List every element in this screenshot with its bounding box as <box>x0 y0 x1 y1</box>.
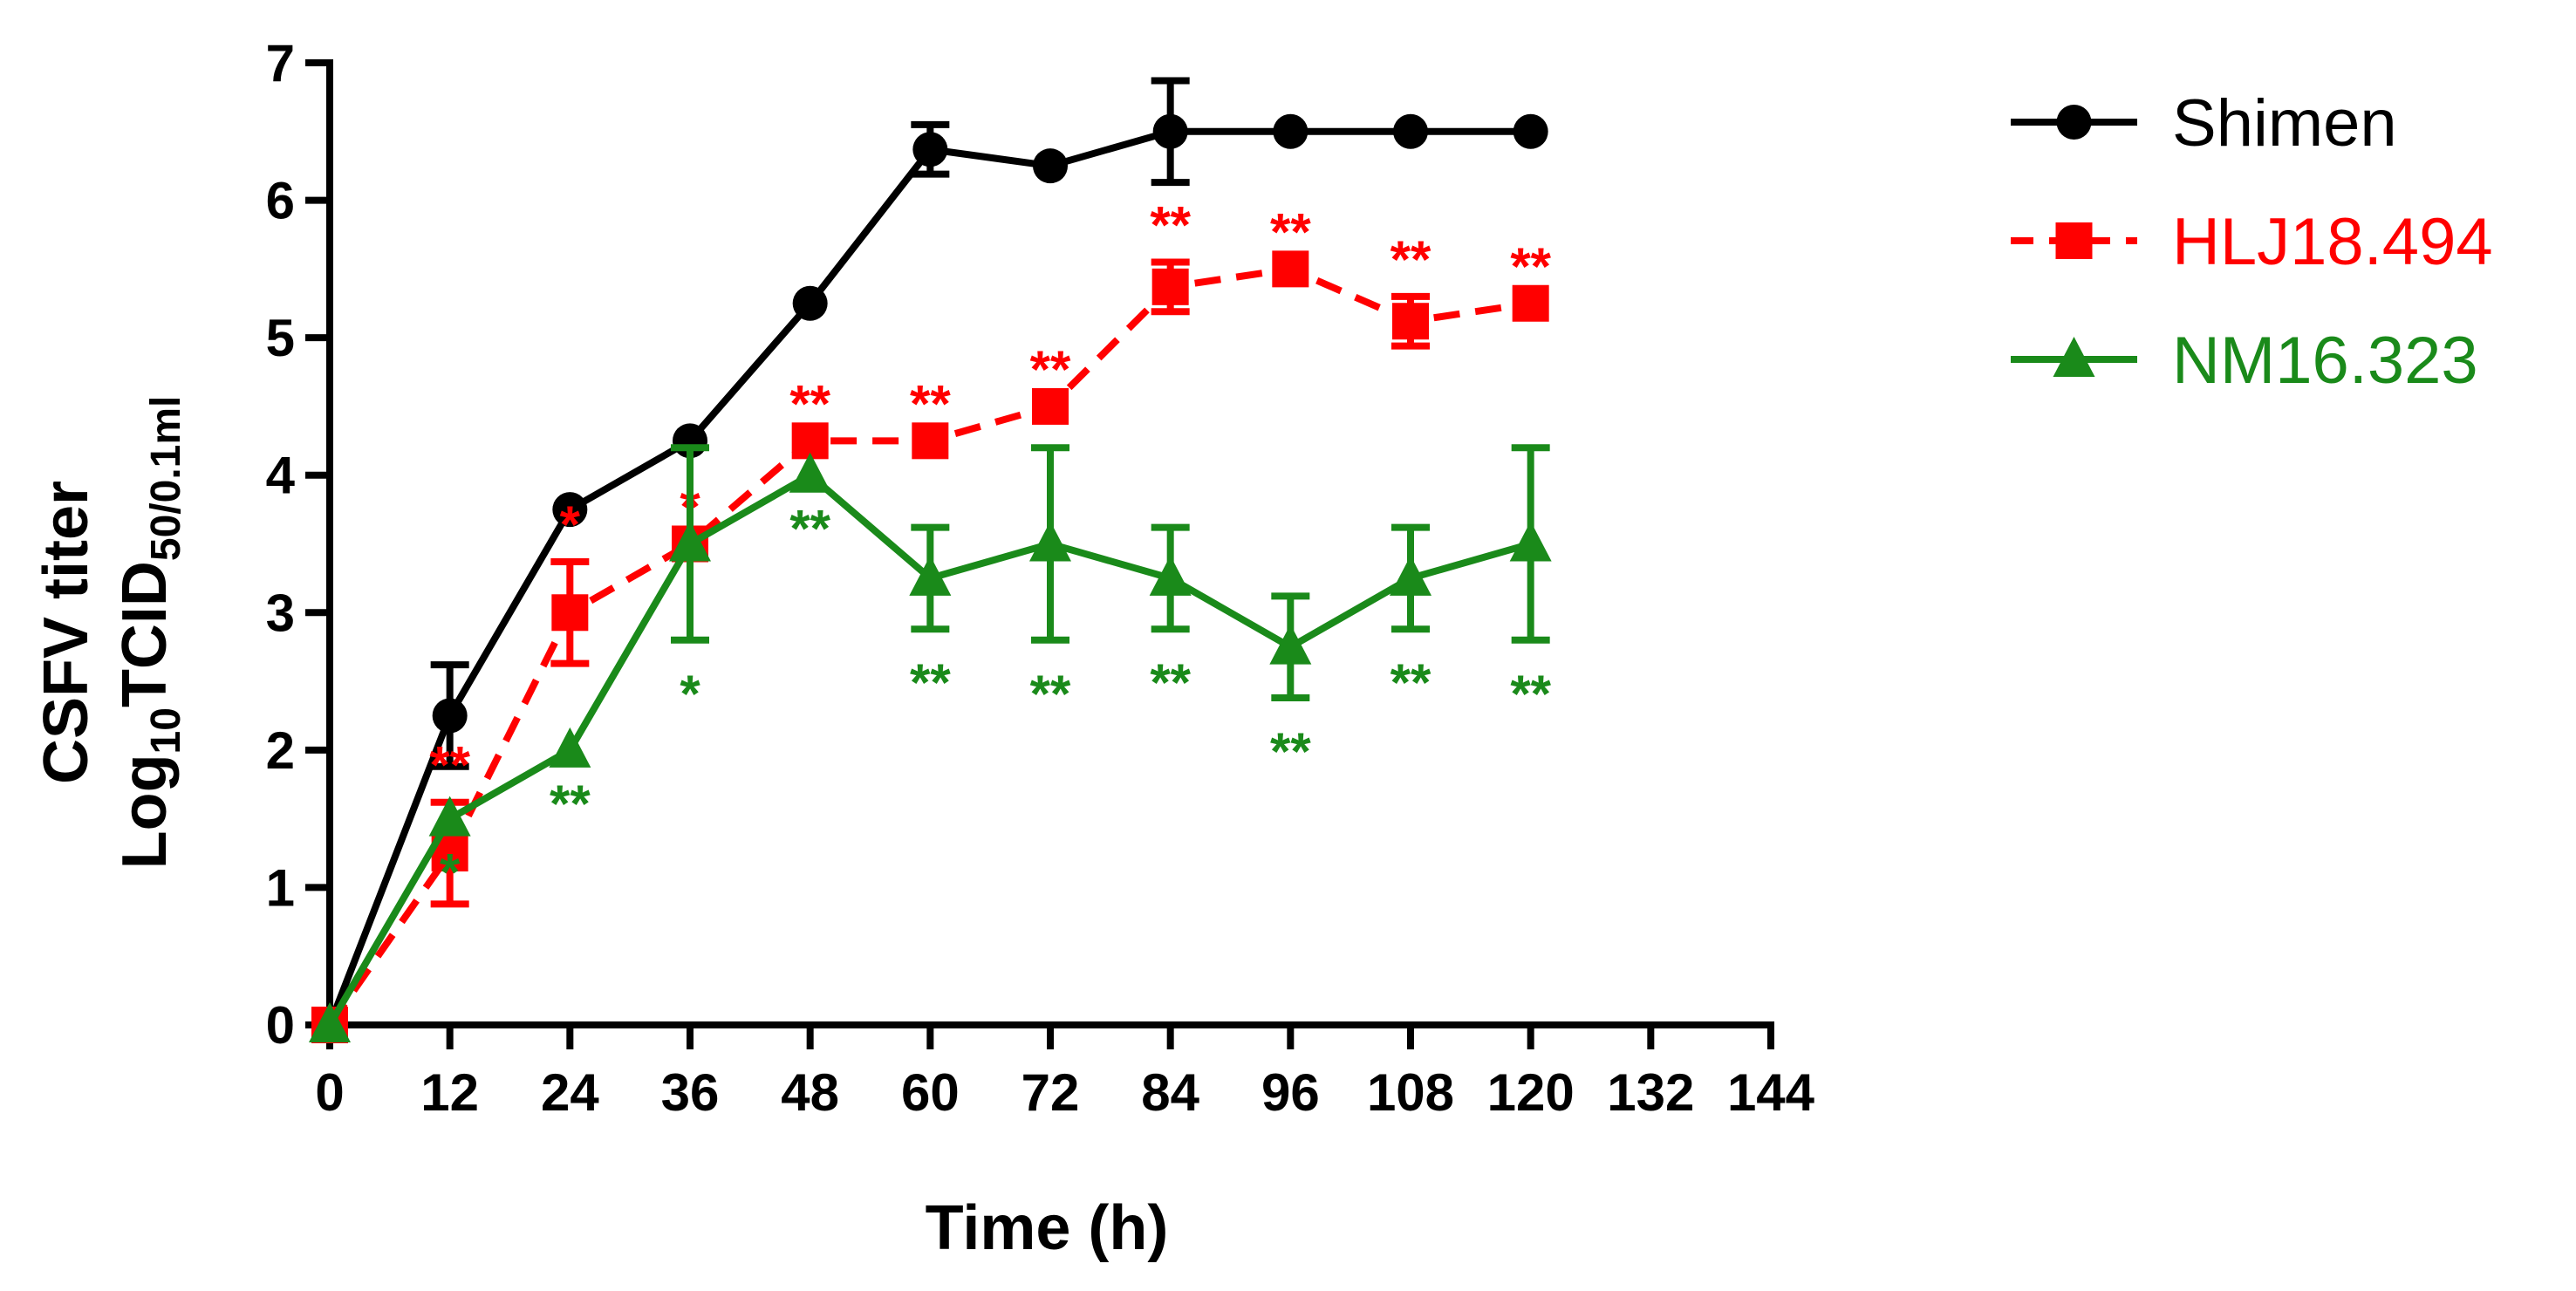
legend-marker-nm16-323 <box>2053 337 2095 377</box>
significance-label-nm16-323: ** <box>1030 665 1071 723</box>
data-point-nm16-323 <box>909 555 952 596</box>
y-axis-title-line1: CSFV titer <box>31 481 101 784</box>
data-point-hlj18-494 <box>1151 268 1189 305</box>
x-tick-label: 24 <box>541 1063 599 1122</box>
y-tick-label: 4 <box>266 447 296 505</box>
data-point-hlj18-494 <box>1032 387 1069 425</box>
x-tick-label: 0 <box>315 1063 344 1122</box>
data-point-hlj18-494 <box>912 422 949 460</box>
x-tick-label: 60 <box>901 1063 960 1122</box>
legend: Shimen HLJ18.494 NM16.323 <box>2011 86 2493 398</box>
y-tick-label: 7 <box>266 34 295 92</box>
legend-marker-shimen <box>2056 105 2092 140</box>
y-axis-title-sub1: 10 <box>143 707 189 754</box>
x-tick-label: 48 <box>781 1063 839 1122</box>
x-tick-label: 72 <box>1022 1063 1080 1122</box>
y-axis-title-log: Log <box>110 754 180 869</box>
data-point-shimen <box>1033 148 1068 184</box>
x-tick-label: 36 <box>661 1063 720 1122</box>
significance-label-hlj18-494: ** <box>1030 340 1071 399</box>
significance-label-hlj18-494: * <box>560 495 581 554</box>
significance-label-nm16-323: ** <box>910 653 951 712</box>
y-axis-title: CSFV titer Log10TCID50/0.1ml <box>31 396 189 870</box>
x-tick-label: 12 <box>420 1063 479 1122</box>
data-point-hlj18-494 <box>551 594 589 632</box>
data-point-nm16-323 <box>1029 521 1071 562</box>
data-point-nm16-323 <box>428 796 471 837</box>
legend-entry-shimen: Shimen <box>2011 86 2397 161</box>
data-point-nm16-323 <box>1390 555 1431 596</box>
x-tick-label: 96 <box>1261 1063 1320 1122</box>
data-point-nm16-323 <box>1149 555 1192 596</box>
data-point-shimen <box>792 285 828 321</box>
significance-label-nm16-323: ** <box>1150 653 1191 712</box>
significance-label-hlj18-494: ** <box>1390 230 1431 289</box>
data-point-shimen <box>1273 113 1308 149</box>
data-point-shimen <box>432 698 468 734</box>
data-point-shimen <box>912 132 948 167</box>
data-point-hlj18-494 <box>1512 284 1549 322</box>
data-point-shimen <box>552 492 588 528</box>
legend-entry-nm16-323: NM16.323 <box>2011 324 2478 398</box>
y-axis-title-tcid: TCID <box>110 561 180 707</box>
significance-label-nm16-323: * <box>680 665 700 723</box>
y-tick-label: 1 <box>266 858 295 917</box>
legend-label-shimen: Shimen <box>2172 86 2397 161</box>
data-point-shimen <box>1513 113 1548 149</box>
legend-label-nm16-323: NM16.323 <box>2172 324 2478 398</box>
significance-label-nm16-323: * <box>440 844 461 902</box>
legend-label-hlj18-494: HLJ18.494 <box>2172 205 2493 279</box>
significance-label-hlj18-494: ** <box>789 374 830 433</box>
significance-label-nm16-323: ** <box>550 775 591 833</box>
significance-label-hlj18-494: ** <box>429 736 470 795</box>
data-point-nm16-323 <box>309 1002 351 1042</box>
legend-entry-hlj18-494: HLJ18.494 <box>2011 205 2493 279</box>
y-tick-label: 6 <box>266 172 295 230</box>
x-tick-label: 144 <box>1727 1063 1815 1122</box>
significance-label-nm16-323: ** <box>1270 722 1311 781</box>
series-shimen <box>312 77 1548 1042</box>
legend-marker-hlj18-494 <box>2055 222 2093 259</box>
significance-label-hlj18-494: ** <box>910 374 951 433</box>
x-tick-label: 120 <box>1487 1063 1575 1122</box>
x-tick-label: 132 <box>1607 1063 1694 1122</box>
y-tick-label: 0 <box>266 996 295 1055</box>
significance-label-nm16-323: ** <box>789 500 830 558</box>
data-point-nm16-323 <box>789 452 831 493</box>
significance-label-nm16-323: ** <box>1510 665 1551 723</box>
data-point-nm16-323 <box>1269 624 1312 665</box>
x-tick-label: 108 <box>1367 1063 1454 1122</box>
series-nm16-323: ******** ** ****** ** <box>309 444 1552 1042</box>
significance-label-hlj18-494: ** <box>1150 195 1191 254</box>
significance-label-hlj18-494: ** <box>1510 237 1551 296</box>
y-tick-label: 5 <box>266 309 295 367</box>
data-point-hlj18-494 <box>1392 303 1429 340</box>
data-point-nm16-323 <box>1509 521 1552 562</box>
y-tick-label: 3 <box>266 584 295 642</box>
y-axis-title-line2: Log10TCID50/0.1ml <box>110 396 189 870</box>
significance-label-nm16-323: ** <box>1390 653 1431 712</box>
significance-label-hlj18-494: ** <box>1270 202 1311 261</box>
data-point-nm16-323 <box>549 727 591 768</box>
x-tick-label: 84 <box>1141 1063 1199 1122</box>
data-point-hlj18-494 <box>1272 250 1309 288</box>
data-point-shimen <box>1152 113 1188 149</box>
y-tick-label: 2 <box>266 721 295 780</box>
y-axis-title-sub2: 50/0.1ml <box>143 396 189 561</box>
x-axis-title: Time (h) <box>926 1193 1169 1263</box>
data-point-nm16-323 <box>669 521 711 562</box>
data-point-shimen <box>1393 113 1428 149</box>
